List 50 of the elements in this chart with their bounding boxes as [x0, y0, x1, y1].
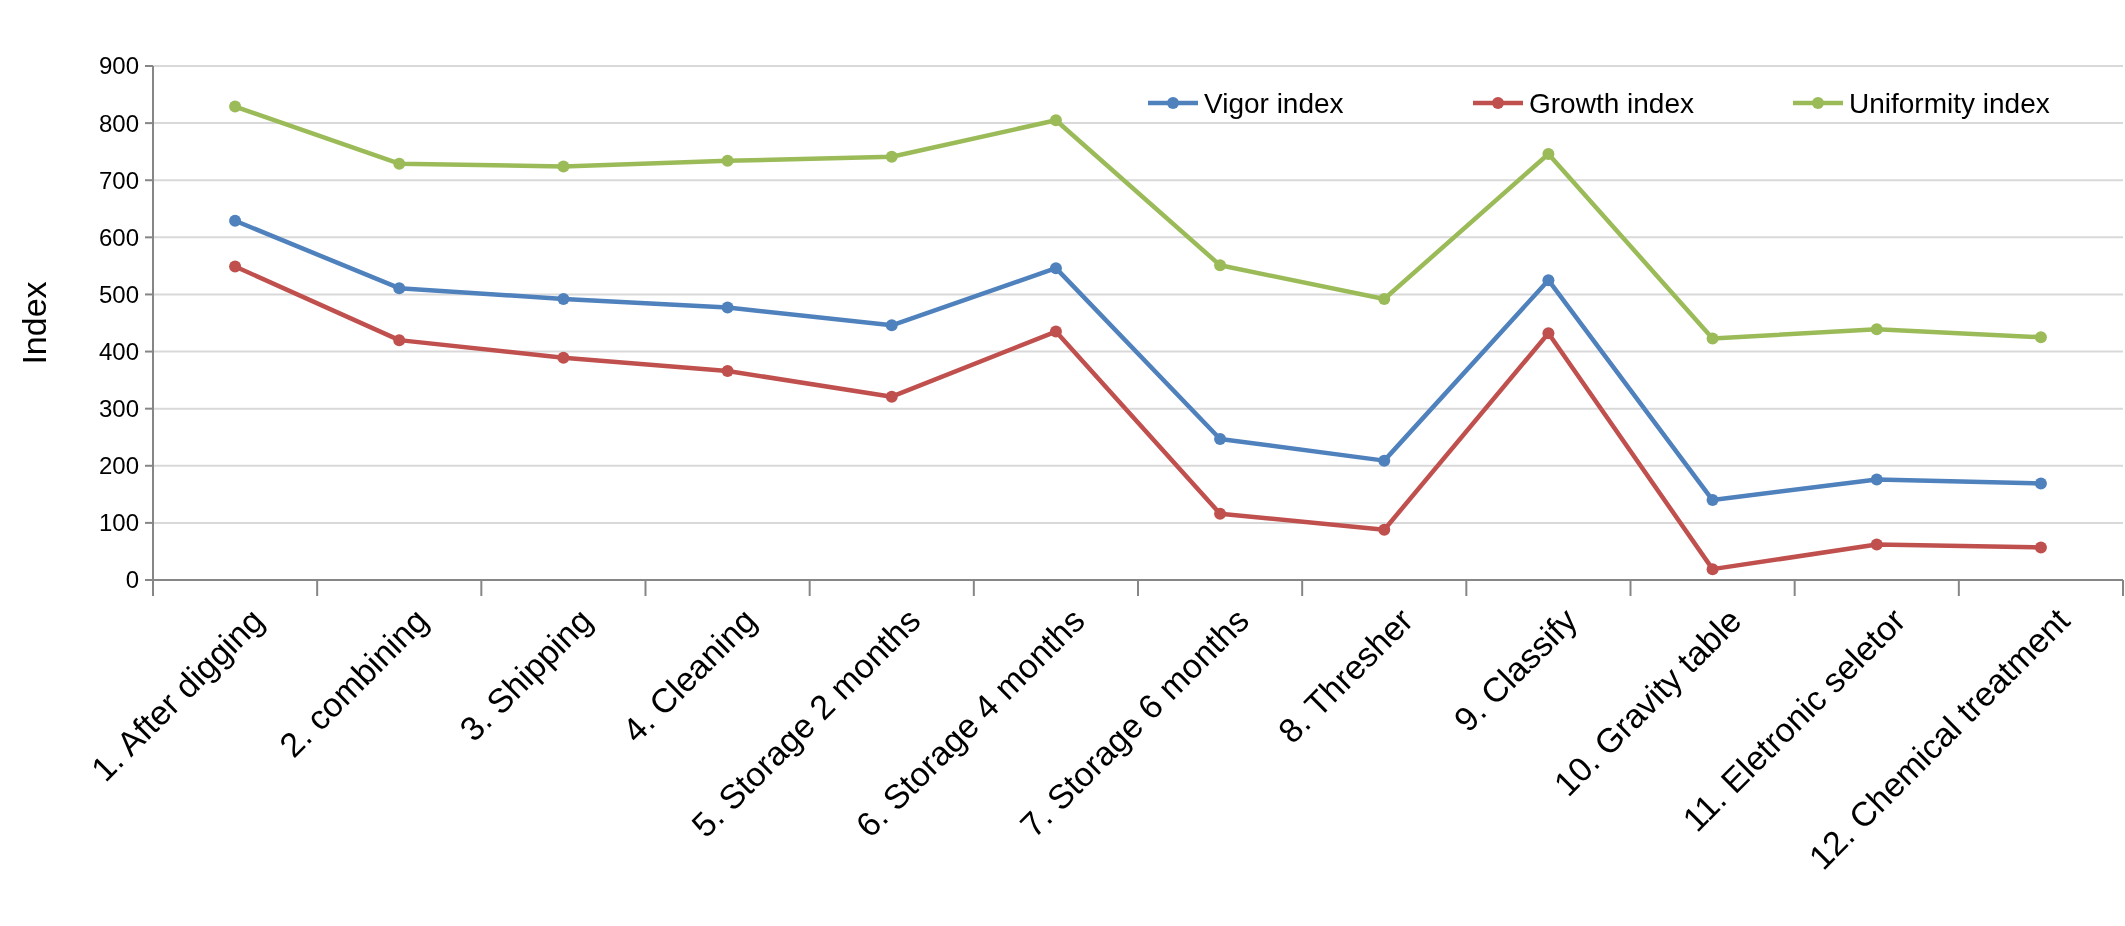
y-tick-label: 800	[98, 109, 139, 137]
point	[557, 160, 570, 173]
point	[1214, 507, 1227, 520]
point	[885, 390, 898, 403]
point	[1214, 259, 1227, 272]
point	[1378, 454, 1391, 467]
point	[393, 282, 406, 295]
legend-label: Growth index	[1529, 87, 1694, 119]
y-tick-label: 900	[98, 52, 139, 80]
y-tick-label: 100	[98, 509, 139, 537]
point	[885, 319, 898, 332]
point	[229, 214, 242, 227]
point	[1049, 325, 1062, 338]
y-axis-title: Index	[15, 281, 53, 365]
y-tick-label: 0	[125, 566, 139, 594]
point	[229, 260, 242, 273]
y-tick-label: 400	[98, 337, 139, 365]
legend-label: Vigor index	[1204, 87, 1344, 119]
point	[1214, 432, 1227, 445]
y-tick-label: 500	[98, 280, 139, 308]
point	[393, 157, 406, 170]
point	[1049, 114, 1062, 127]
y-tick-label: 700	[98, 166, 139, 194]
point	[2034, 331, 2047, 344]
point	[721, 154, 734, 167]
point	[885, 150, 898, 163]
point	[1870, 473, 1883, 486]
point	[1870, 538, 1883, 551]
point	[1542, 147, 1555, 160]
point	[557, 293, 570, 306]
point	[1542, 327, 1555, 340]
point	[557, 351, 570, 364]
y-tick-label: 600	[98, 223, 139, 251]
point	[229, 100, 242, 113]
point	[1870, 323, 1883, 336]
legend-label: Uniformity index	[1849, 87, 2050, 119]
point	[1706, 332, 1719, 345]
point	[721, 364, 734, 377]
point	[1378, 293, 1391, 306]
point	[1049, 262, 1062, 275]
point	[1706, 494, 1719, 507]
point	[2034, 477, 2047, 490]
point	[393, 334, 406, 347]
y-tick-label: 300	[98, 395, 139, 423]
point	[1378, 523, 1391, 536]
point	[721, 301, 734, 314]
point	[2034, 541, 2047, 554]
y-tick-label: 200	[98, 452, 139, 480]
point	[1542, 274, 1555, 287]
point	[1706, 563, 1719, 576]
